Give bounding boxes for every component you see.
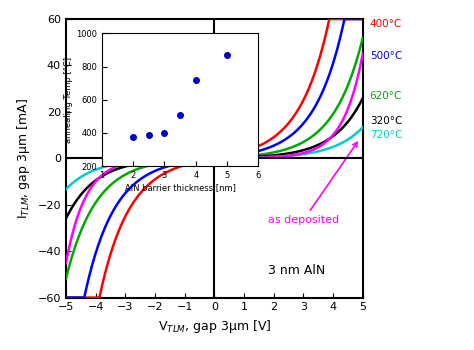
Y-axis label: I$_{TLM}$, gap 3μm [mA]: I$_{TLM}$, gap 3μm [mA] [15, 98, 32, 219]
Text: 320°C: 320°C [370, 116, 402, 126]
Text: 720°C: 720°C [370, 130, 402, 140]
Point [223, 52, 231, 58]
X-axis label: AlN barrier thickness [nm]: AlN barrier thickness [nm] [125, 183, 236, 192]
Text: 500°C: 500°C [370, 51, 402, 61]
Y-axis label: annealing Temp [°C]: annealing Temp [°C] [64, 57, 73, 143]
Text: as deposited: as deposited [268, 142, 357, 225]
X-axis label: V$_{TLM}$, gap 3μm [V]: V$_{TLM}$, gap 3μm [V] [157, 318, 271, 335]
Text: 3 nm AlN: 3 nm AlN [268, 264, 325, 277]
Point [145, 132, 153, 138]
Point [129, 134, 137, 140]
Text: 620°C: 620°C [370, 91, 402, 100]
Point [192, 77, 200, 83]
Point [176, 112, 184, 118]
Text: 400°C: 400°C [370, 19, 402, 29]
Point [161, 130, 168, 136]
